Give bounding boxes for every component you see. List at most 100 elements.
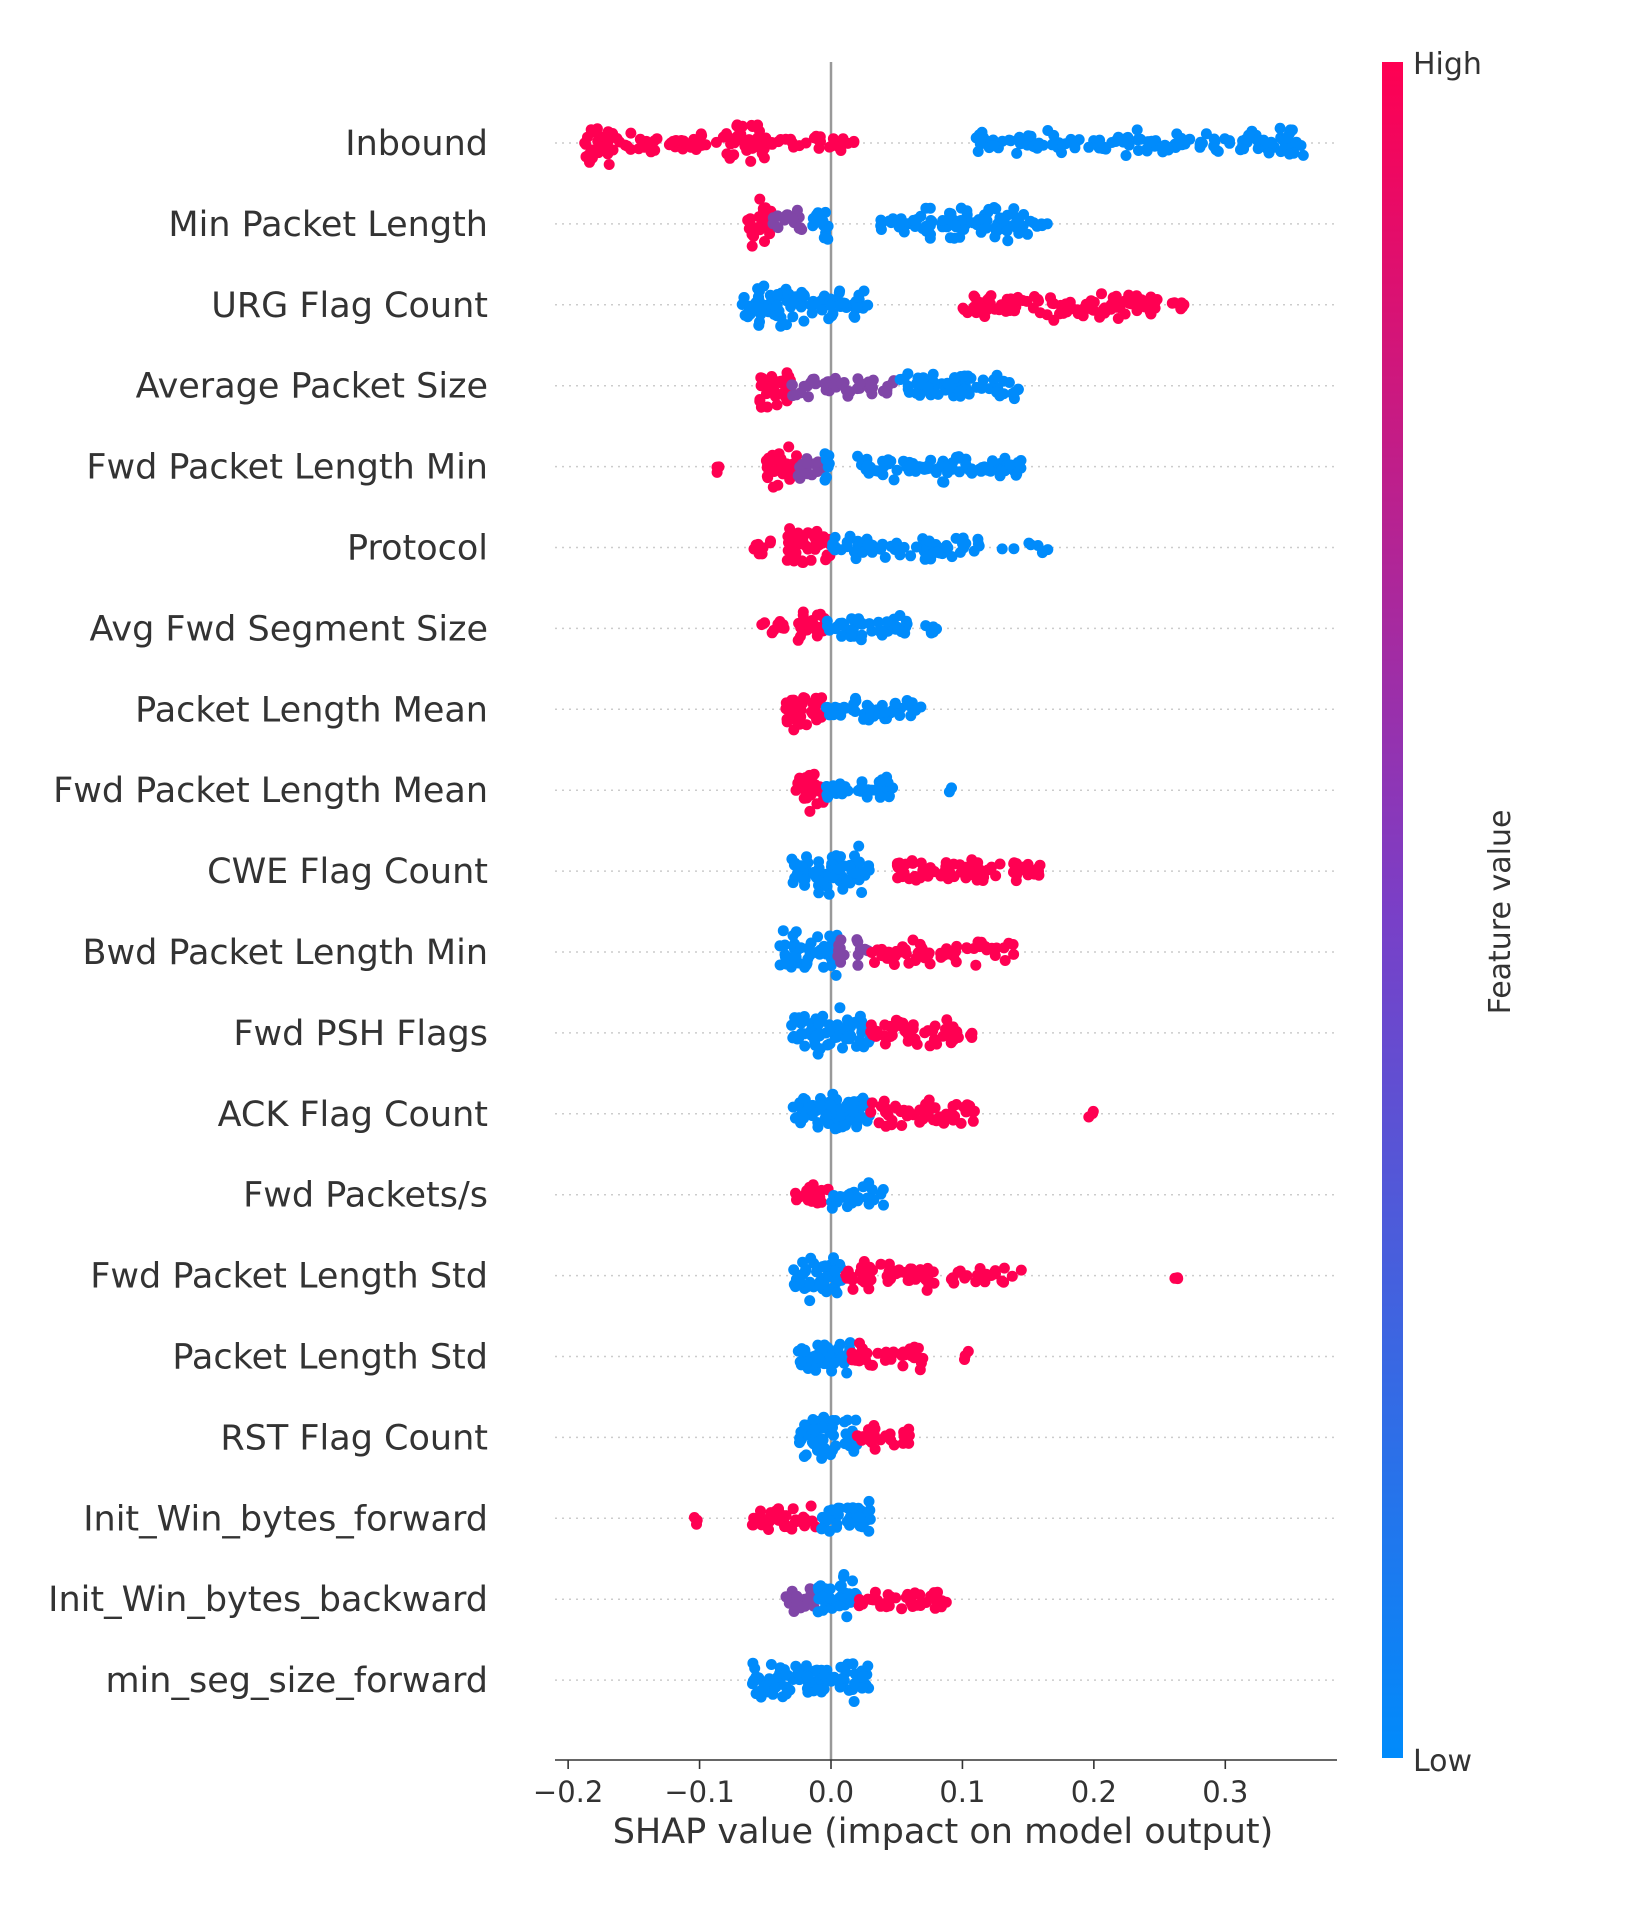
shap-point (781, 319, 792, 331)
shap-point (1208, 140, 1220, 152)
shap-point (1008, 948, 1020, 960)
shap-point (834, 1600, 845, 1612)
feature-points-row (579, 119, 1309, 170)
shap-point (821, 1109, 832, 1121)
shap-point (1093, 142, 1105, 154)
x-tick-label: −0.1 (664, 1775, 734, 1809)
shap-point (837, 297, 849, 309)
shap-point (931, 623, 942, 635)
shap-point (1284, 148, 1295, 160)
shap-point (841, 536, 853, 548)
shap-point (798, 290, 810, 302)
feature-points-row (787, 1088, 1099, 1135)
shap-point (732, 130, 744, 142)
shap-point (797, 606, 809, 618)
shap-point (783, 441, 795, 453)
shap-point (801, 457, 812, 469)
shap-point (946, 551, 958, 563)
shap-point (766, 138, 778, 150)
shap-point (924, 958, 936, 970)
shap-point (771, 399, 783, 411)
shap-point (805, 299, 817, 311)
shap-point (829, 1123, 841, 1135)
shap-point (858, 1276, 870, 1288)
shap-point (823, 888, 835, 900)
shap-point (977, 374, 989, 386)
shap-point (962, 1345, 974, 1357)
shap-point (910, 541, 922, 553)
shap-point (1286, 124, 1298, 136)
shap-point (845, 1030, 857, 1042)
shap-point (836, 1673, 848, 1684)
shap-point (1069, 142, 1081, 154)
shap-point (947, 1272, 959, 1284)
shap-point (810, 537, 822, 549)
shap-point (898, 541, 910, 553)
shap-point (804, 1583, 816, 1595)
shap-point (941, 1014, 953, 1026)
shap-point (990, 226, 1002, 238)
shap-point (847, 1106, 859, 1118)
shap-point (1018, 209, 1030, 220)
shap-point (807, 1414, 819, 1425)
shap-point (866, 1097, 878, 1109)
shap-point (896, 1603, 908, 1615)
shap-point (961, 1270, 973, 1282)
shap-point (832, 1343, 844, 1355)
shap-point (748, 230, 760, 242)
shap-point (973, 540, 985, 552)
shap-point (789, 550, 801, 562)
shap-point (825, 300, 837, 312)
shap-point (779, 214, 790, 226)
shap-point (853, 840, 865, 852)
feature-points-row (711, 441, 1027, 493)
feature-points-row (794, 1411, 915, 1464)
feature-points-row (748, 523, 1054, 568)
shap-point (810, 947, 822, 958)
shap-point (798, 692, 809, 704)
shap-point (747, 1678, 758, 1690)
shap-point (745, 155, 757, 167)
shap-point (783, 371, 795, 382)
shap-point (767, 481, 779, 493)
shap-point (785, 464, 797, 476)
shap-point (1015, 1264, 1027, 1276)
shap-point (871, 944, 883, 956)
shap-point (1031, 220, 1043, 232)
shap-point (1149, 297, 1161, 309)
shap-point (746, 1519, 758, 1531)
shap-point (818, 940, 830, 952)
shap-point (774, 940, 786, 952)
shap-point (882, 454, 894, 466)
shap-point (781, 1521, 793, 1533)
shap-point (857, 1431, 869, 1443)
shap-point (1001, 225, 1013, 237)
shap-point (896, 1350, 908, 1361)
feature-points-row (774, 925, 1020, 981)
shap-point (910, 952, 922, 964)
shap-point (941, 377, 953, 389)
shap-point (793, 537, 805, 549)
shap-point (798, 315, 810, 327)
shap-point (883, 791, 895, 803)
shap-point (1243, 129, 1255, 141)
shap-point (858, 713, 870, 725)
shap-point (800, 1660, 812, 1672)
shap-point (1171, 128, 1183, 140)
shap-point (792, 470, 804, 482)
shap-point (826, 1365, 838, 1377)
feature-label: Average Packet Size (136, 367, 488, 407)
shap-point (832, 863, 844, 875)
colorbar: High Low Feature value (1382, 47, 1518, 1779)
shap-point (850, 1414, 862, 1426)
shap-point (1004, 459, 1016, 471)
shap-point (798, 1093, 809, 1104)
shap-point (842, 385, 854, 397)
feature-points-row (790, 1177, 889, 1214)
shap-point (878, 1199, 889, 1211)
shap-point (752, 538, 764, 550)
shap-point (801, 957, 813, 969)
shap-point (1009, 386, 1021, 398)
shap-point (867, 1359, 878, 1371)
shap-point (781, 716, 793, 728)
